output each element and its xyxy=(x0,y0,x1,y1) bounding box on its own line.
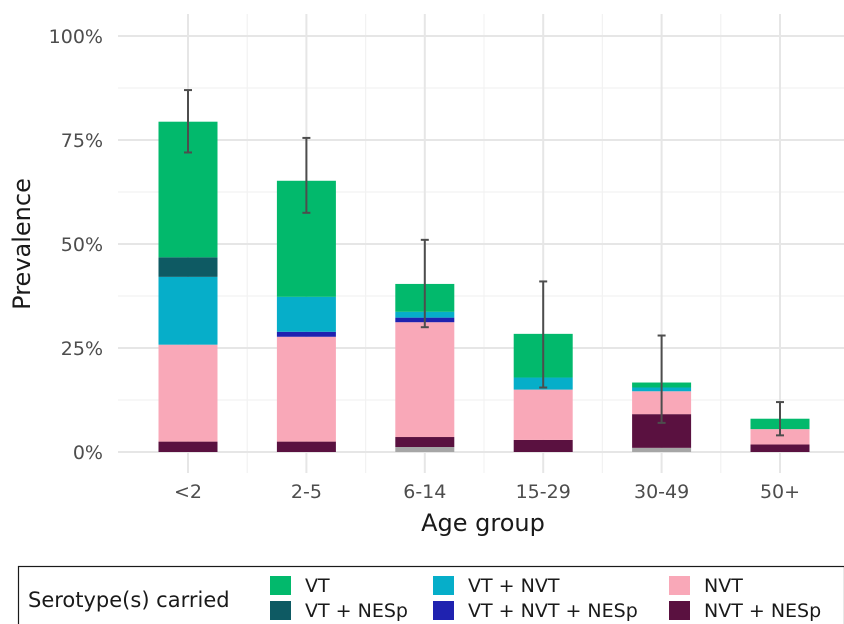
x-axis-title: Age group xyxy=(421,509,545,537)
x-tick-label: <2 xyxy=(174,481,202,503)
bar-segment-nvt xyxy=(513,389,573,440)
legend-label-vt_nesp: VT + NESp xyxy=(305,600,408,622)
x-tick-label: 15-29 xyxy=(516,481,571,503)
legend-swatch-vt xyxy=(270,576,291,595)
bar-segment-vt_nesp xyxy=(158,257,218,277)
bar-segment-vt_nvt xyxy=(276,296,336,332)
y-tick-label: 75% xyxy=(61,130,103,152)
bar-segment-nvt xyxy=(395,322,455,438)
legend-swatch-vt_nvt xyxy=(433,576,454,595)
grid xyxy=(118,14,844,473)
x-tick-label: 6-14 xyxy=(403,481,446,503)
bar-segment-unlabeled xyxy=(395,447,455,452)
legend-label-nvt: NVT xyxy=(704,575,743,597)
y-tick-label: 100% xyxy=(49,26,103,48)
legend-swatch-nvt xyxy=(669,576,690,595)
bar-segment-unlabeled xyxy=(632,447,692,452)
x-axis-ticks: <2 2-5 6-14 15-29 30-49 50+ xyxy=(174,481,800,503)
bar-segment-nvt_nesp xyxy=(395,437,455,448)
legend-label-vt_nvt_nesp: VT + NVT + NESp xyxy=(468,600,638,622)
y-axis-ticks: 0% 25% 50% 75% 100% xyxy=(49,26,103,464)
bar-segment-nvt_nesp xyxy=(158,441,218,452)
bar-segment-vt_nvt xyxy=(158,276,218,345)
y-tick-label: 0% xyxy=(73,442,103,464)
x-tick-label: 2-5 xyxy=(291,481,322,503)
bar-segment-nvt xyxy=(276,336,336,442)
legend-label-vt: VT xyxy=(305,575,330,597)
x-tick-label: 50+ xyxy=(760,481,800,503)
bar-segment-nvt xyxy=(750,429,810,445)
legend-title: Serotype(s) carried xyxy=(28,588,230,612)
bar-segment-vt_nvt_nesp xyxy=(276,331,336,337)
legend-items: VT VT + NESp VT + NVT VT + NVT + NESp NVT NVT… xyxy=(270,575,821,622)
bar-segment-nvt xyxy=(158,344,218,442)
bar-segment-nvt_nesp xyxy=(750,444,810,452)
error-bars xyxy=(184,89,784,437)
y-axis-title: Prevalence xyxy=(8,178,36,310)
bar-segment-nvt_nesp xyxy=(513,439,573,452)
legend-frame xyxy=(17,565,844,624)
x-tick-label: 30-49 xyxy=(634,481,689,503)
legend-swatch-vt_nvt_nesp xyxy=(433,601,454,620)
bar-segment-nvt_nesp xyxy=(276,441,336,452)
legend-swatch-vt_nesp xyxy=(270,601,291,620)
legend-label-vt_nvt: VT + NVT xyxy=(468,575,560,597)
y-tick-label: 25% xyxy=(61,338,103,360)
legend-swatch-nvt_nesp xyxy=(669,601,690,620)
y-tick-label: 50% xyxy=(61,234,103,256)
legend-label-nvt_nesp: NVT + NESp xyxy=(704,600,821,622)
